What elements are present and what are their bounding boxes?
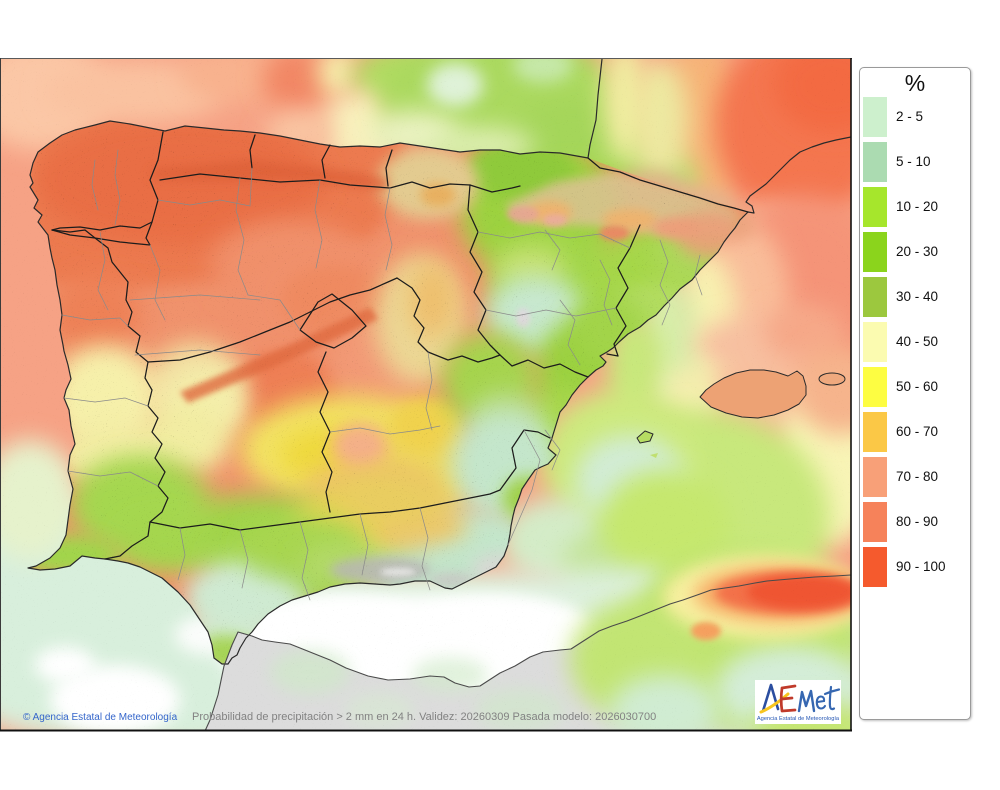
svg-text:Agencia Estatal de Meteorologí: Agencia Estatal de Meteorología bbox=[757, 716, 840, 722]
